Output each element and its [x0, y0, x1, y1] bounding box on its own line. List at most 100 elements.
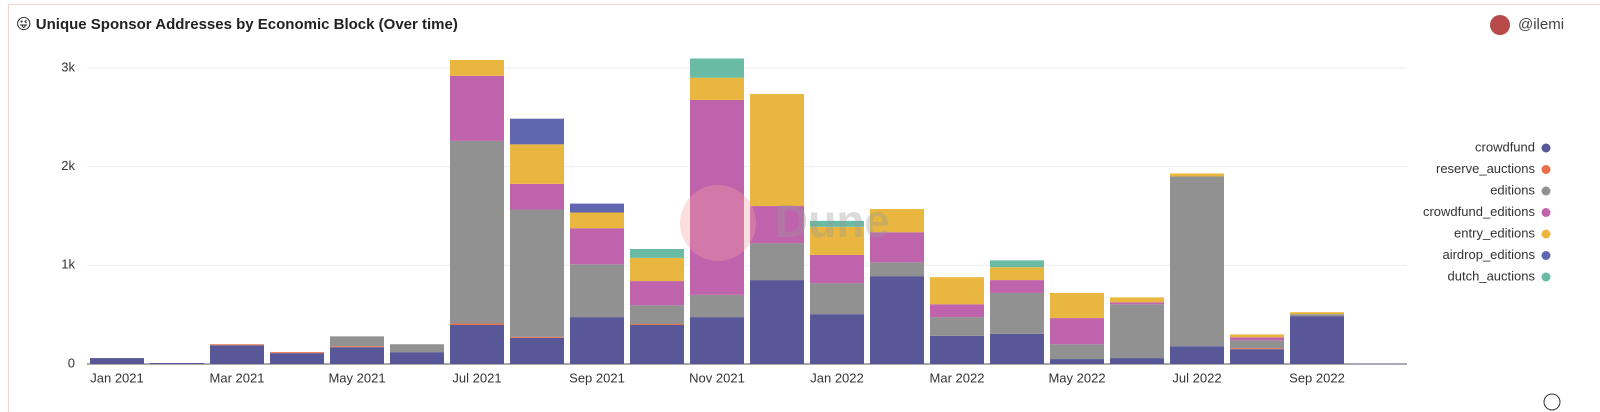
bar-segment	[630, 324, 684, 326]
legend-dot	[1541, 251, 1551, 260]
bar-segment	[1170, 173, 1224, 177]
bar-segment	[1290, 316, 1344, 364]
legend-dot	[1541, 229, 1551, 239]
bar-segment	[810, 283, 864, 315]
x-tick-label: Mar 2021	[210, 370, 265, 385]
bar-segment	[210, 345, 264, 364]
legend-dot	[1541, 143, 1551, 153]
y-tick-label: 0	[68, 355, 75, 370]
bar-segment	[690, 317, 744, 364]
bar-segment	[330, 346, 384, 348]
bar-segment	[570, 264, 624, 318]
bar-segment	[1050, 359, 1104, 364]
x-tick-label: May 2021	[328, 370, 385, 385]
bar-segment	[870, 209, 924, 233]
bar-segment	[1290, 312, 1344, 315]
bar-segment	[690, 77, 744, 100]
bar-segment	[1230, 334, 1284, 338]
watermark: Dune	[680, 185, 890, 261]
bar-segment	[570, 317, 624, 364]
bar-segment	[450, 140, 504, 324]
bar-segment	[450, 59, 504, 76]
bar-segment	[1230, 337, 1284, 341]
x-tick-label: Mar 2022	[930, 370, 985, 385]
legend-dot	[1541, 272, 1551, 282]
bar-segment	[1110, 358, 1164, 364]
x-tick-label: Sep 2022	[1289, 370, 1345, 385]
x-tick-label: May 2022	[1048, 370, 1105, 385]
author: @ilemi	[1518, 16, 1564, 33]
legend-dot	[1541, 208, 1551, 217]
x-tick-label: Jul 2022	[1172, 370, 1221, 385]
bar-segment	[270, 352, 324, 354]
bar-segment	[990, 260, 1044, 268]
legend-label: editions	[1490, 182, 1535, 197]
legend: crowdfund reserve_auctions editions crowdfu…	[1423, 139, 1536, 283]
watermark-logo	[680, 185, 756, 261]
bar-segment	[450, 325, 504, 364]
bar-segment	[750, 280, 804, 364]
bar-segment	[510, 118, 564, 145]
panel-border	[8, 4, 1600, 412]
chart-title: 😜 Unique Sponsor Addresses by Economic B…	[16, 16, 458, 33]
bar-segment	[750, 243, 804, 281]
bar-segment	[930, 277, 984, 305]
bar-segment	[810, 226, 864, 255]
x-tick-label: Jan 2021	[90, 370, 144, 385]
legend-label: crowdfund	[1475, 139, 1535, 154]
bar-segment	[810, 254, 864, 284]
bar-segment	[690, 99, 744, 295]
bar-segment	[870, 276, 924, 364]
bar-segment	[870, 262, 924, 277]
x-tick-label: Jan 2022	[810, 370, 864, 385]
check-icon	[1543, 393, 1561, 411]
bar-segment	[510, 337, 564, 364]
bar-segment	[1110, 304, 1164, 359]
bar-segment	[930, 335, 984, 364]
bar-segment	[930, 317, 984, 336]
bar-segment	[390, 344, 444, 353]
bar-segment	[270, 353, 324, 364]
bar-segment	[630, 325, 684, 364]
bar-segment	[330, 336, 384, 347]
bar-segment	[1050, 292, 1104, 319]
bar-segment	[750, 206, 804, 244]
bar-segment	[510, 144, 564, 184]
plot: 0 1k 2k 3k Jan 2021 Mar 2021 May 2021 Jul 2021 S…	[61, 58, 1407, 385]
bar-segment	[690, 294, 744, 318]
bar-segment	[630, 305, 684, 325]
bar-segment	[1170, 176, 1224, 347]
bar-segment	[630, 257, 684, 282]
bar-segment	[810, 314, 864, 364]
legend-dot	[1541, 165, 1551, 174]
bar-segment	[1290, 314, 1344, 317]
bar-segment	[630, 281, 684, 306]
bar-segment	[810, 220, 864, 227]
bar-segment	[1110, 297, 1164, 303]
legend-dot	[1541, 186, 1551, 196]
bar-segment	[1230, 340, 1284, 349]
legend-label: reserve_auctions	[1436, 161, 1535, 176]
bar-segment	[510, 183, 564, 210]
bar-segment	[990, 280, 1044, 293]
bar-segment	[150, 363, 204, 364]
bar-segment	[330, 347, 384, 364]
bar-segment	[570, 228, 624, 265]
legend-label: airdrop_editions	[1442, 247, 1535, 262]
bar-segment	[990, 333, 1044, 364]
legend-label: dutch_auctions	[1448, 268, 1536, 283]
bar-segment	[690, 58, 744, 78]
bar-segment	[1230, 348, 1284, 350]
bar-segment	[1230, 349, 1284, 364]
bar-segment	[510, 336, 564, 338]
bar-segment	[570, 212, 624, 229]
legend-label: entry_editions	[1454, 225, 1535, 240]
watermark-text: Dune	[775, 195, 890, 247]
bar-segment	[870, 232, 924, 263]
y-tick-label: 3k	[61, 59, 75, 74]
bar-segment	[630, 249, 684, 258]
bar-segment	[450, 75, 504, 141]
x-tick-label: Nov 2021	[689, 370, 745, 385]
bar-segment	[990, 292, 1044, 334]
